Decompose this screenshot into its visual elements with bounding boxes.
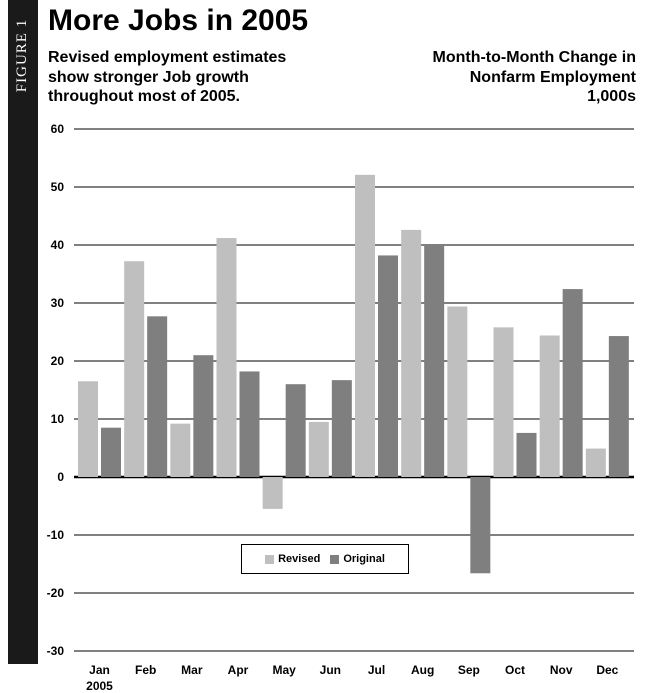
bar-revised	[401, 229, 422, 477]
bar-revised	[78, 381, 98, 477]
legend: Revised Original	[241, 544, 409, 574]
legend-item-revised: Revised	[265, 553, 320, 565]
y-tick-label: 40	[51, 238, 65, 252]
x-tick-label: Nov	[550, 663, 573, 677]
bar-original	[101, 427, 121, 477]
bar-revised	[447, 306, 468, 477]
measure-line: 1,000s	[587, 88, 636, 106]
bar-revised	[585, 448, 606, 477]
bar-revised	[493, 327, 514, 477]
bar-revised	[170, 423, 191, 477]
x-tick-label: Apr	[228, 663, 249, 677]
legend-label-revised: Revised	[278, 553, 321, 565]
subtitle-line: throughout most of 2005.	[48, 88, 240, 106]
bar-revised	[308, 421, 329, 477]
bar-original	[331, 380, 352, 477]
bar-original	[378, 255, 398, 477]
bar-revised	[355, 174, 375, 477]
bar-original	[608, 336, 629, 477]
bar-revised	[124, 261, 145, 477]
bar-original	[285, 384, 306, 477]
bar-original	[424, 245, 445, 477]
y-tick-label: -30	[47, 644, 65, 658]
y-tick-label: 0	[57, 470, 64, 484]
bar-original	[470, 477, 491, 574]
legend-label-original: Original	[343, 553, 385, 565]
y-tick-label: -20	[47, 586, 65, 600]
x-tick-label: Jun	[320, 663, 341, 677]
legend-item-original: Original	[330, 553, 385, 565]
x-tick-label: Dec	[596, 663, 618, 677]
x-tick-label: Jul	[368, 663, 385, 677]
x-tick-label: May	[272, 663, 296, 677]
bar-revised	[262, 477, 283, 509]
x-tick-label: Oct	[505, 663, 525, 677]
y-tick-label: 50	[51, 180, 65, 194]
x-year-label: 2005	[86, 679, 113, 693]
measure-line: Nonfarm Employment	[469, 68, 636, 86]
y-tick-label: 60	[51, 122, 65, 136]
bar-revised	[539, 335, 560, 477]
legend-swatch-original	[330, 554, 340, 564]
x-tick-label: Jan	[89, 663, 110, 677]
chart-title: More Jobs in 2005	[48, 4, 309, 37]
y-tick-label: 10	[51, 412, 65, 426]
bar-revised	[216, 238, 237, 477]
bar-original	[193, 355, 214, 477]
bar-original	[147, 316, 168, 477]
subtitle-line: show stronger Job growth	[48, 68, 249, 86]
x-tick-label: Mar	[181, 663, 203, 677]
x-tick-label: Aug	[411, 663, 434, 677]
legend-swatch-revised	[265, 554, 275, 564]
y-tick-label: 20	[51, 354, 65, 368]
measure-line: Month-to-Month Change in	[432, 49, 637, 66]
chart-subtitle: Revised employment estimates show strong…	[48, 48, 348, 107]
bar-original	[562, 289, 583, 477]
measure-label: Month-to-Month Change in Nonfarm Employm…	[433, 48, 637, 107]
y-tick-label: 30	[51, 296, 65, 310]
x-tick-label: Sep	[458, 663, 480, 677]
y-tick-label: -10	[47, 528, 65, 542]
bar-original	[239, 371, 260, 477]
x-tick-label: Feb	[135, 663, 156, 677]
subtitle-line: Revised employment estimates	[48, 49, 287, 66]
figure-band: FIGURE 1	[8, 0, 38, 664]
bar-original	[516, 432, 537, 477]
